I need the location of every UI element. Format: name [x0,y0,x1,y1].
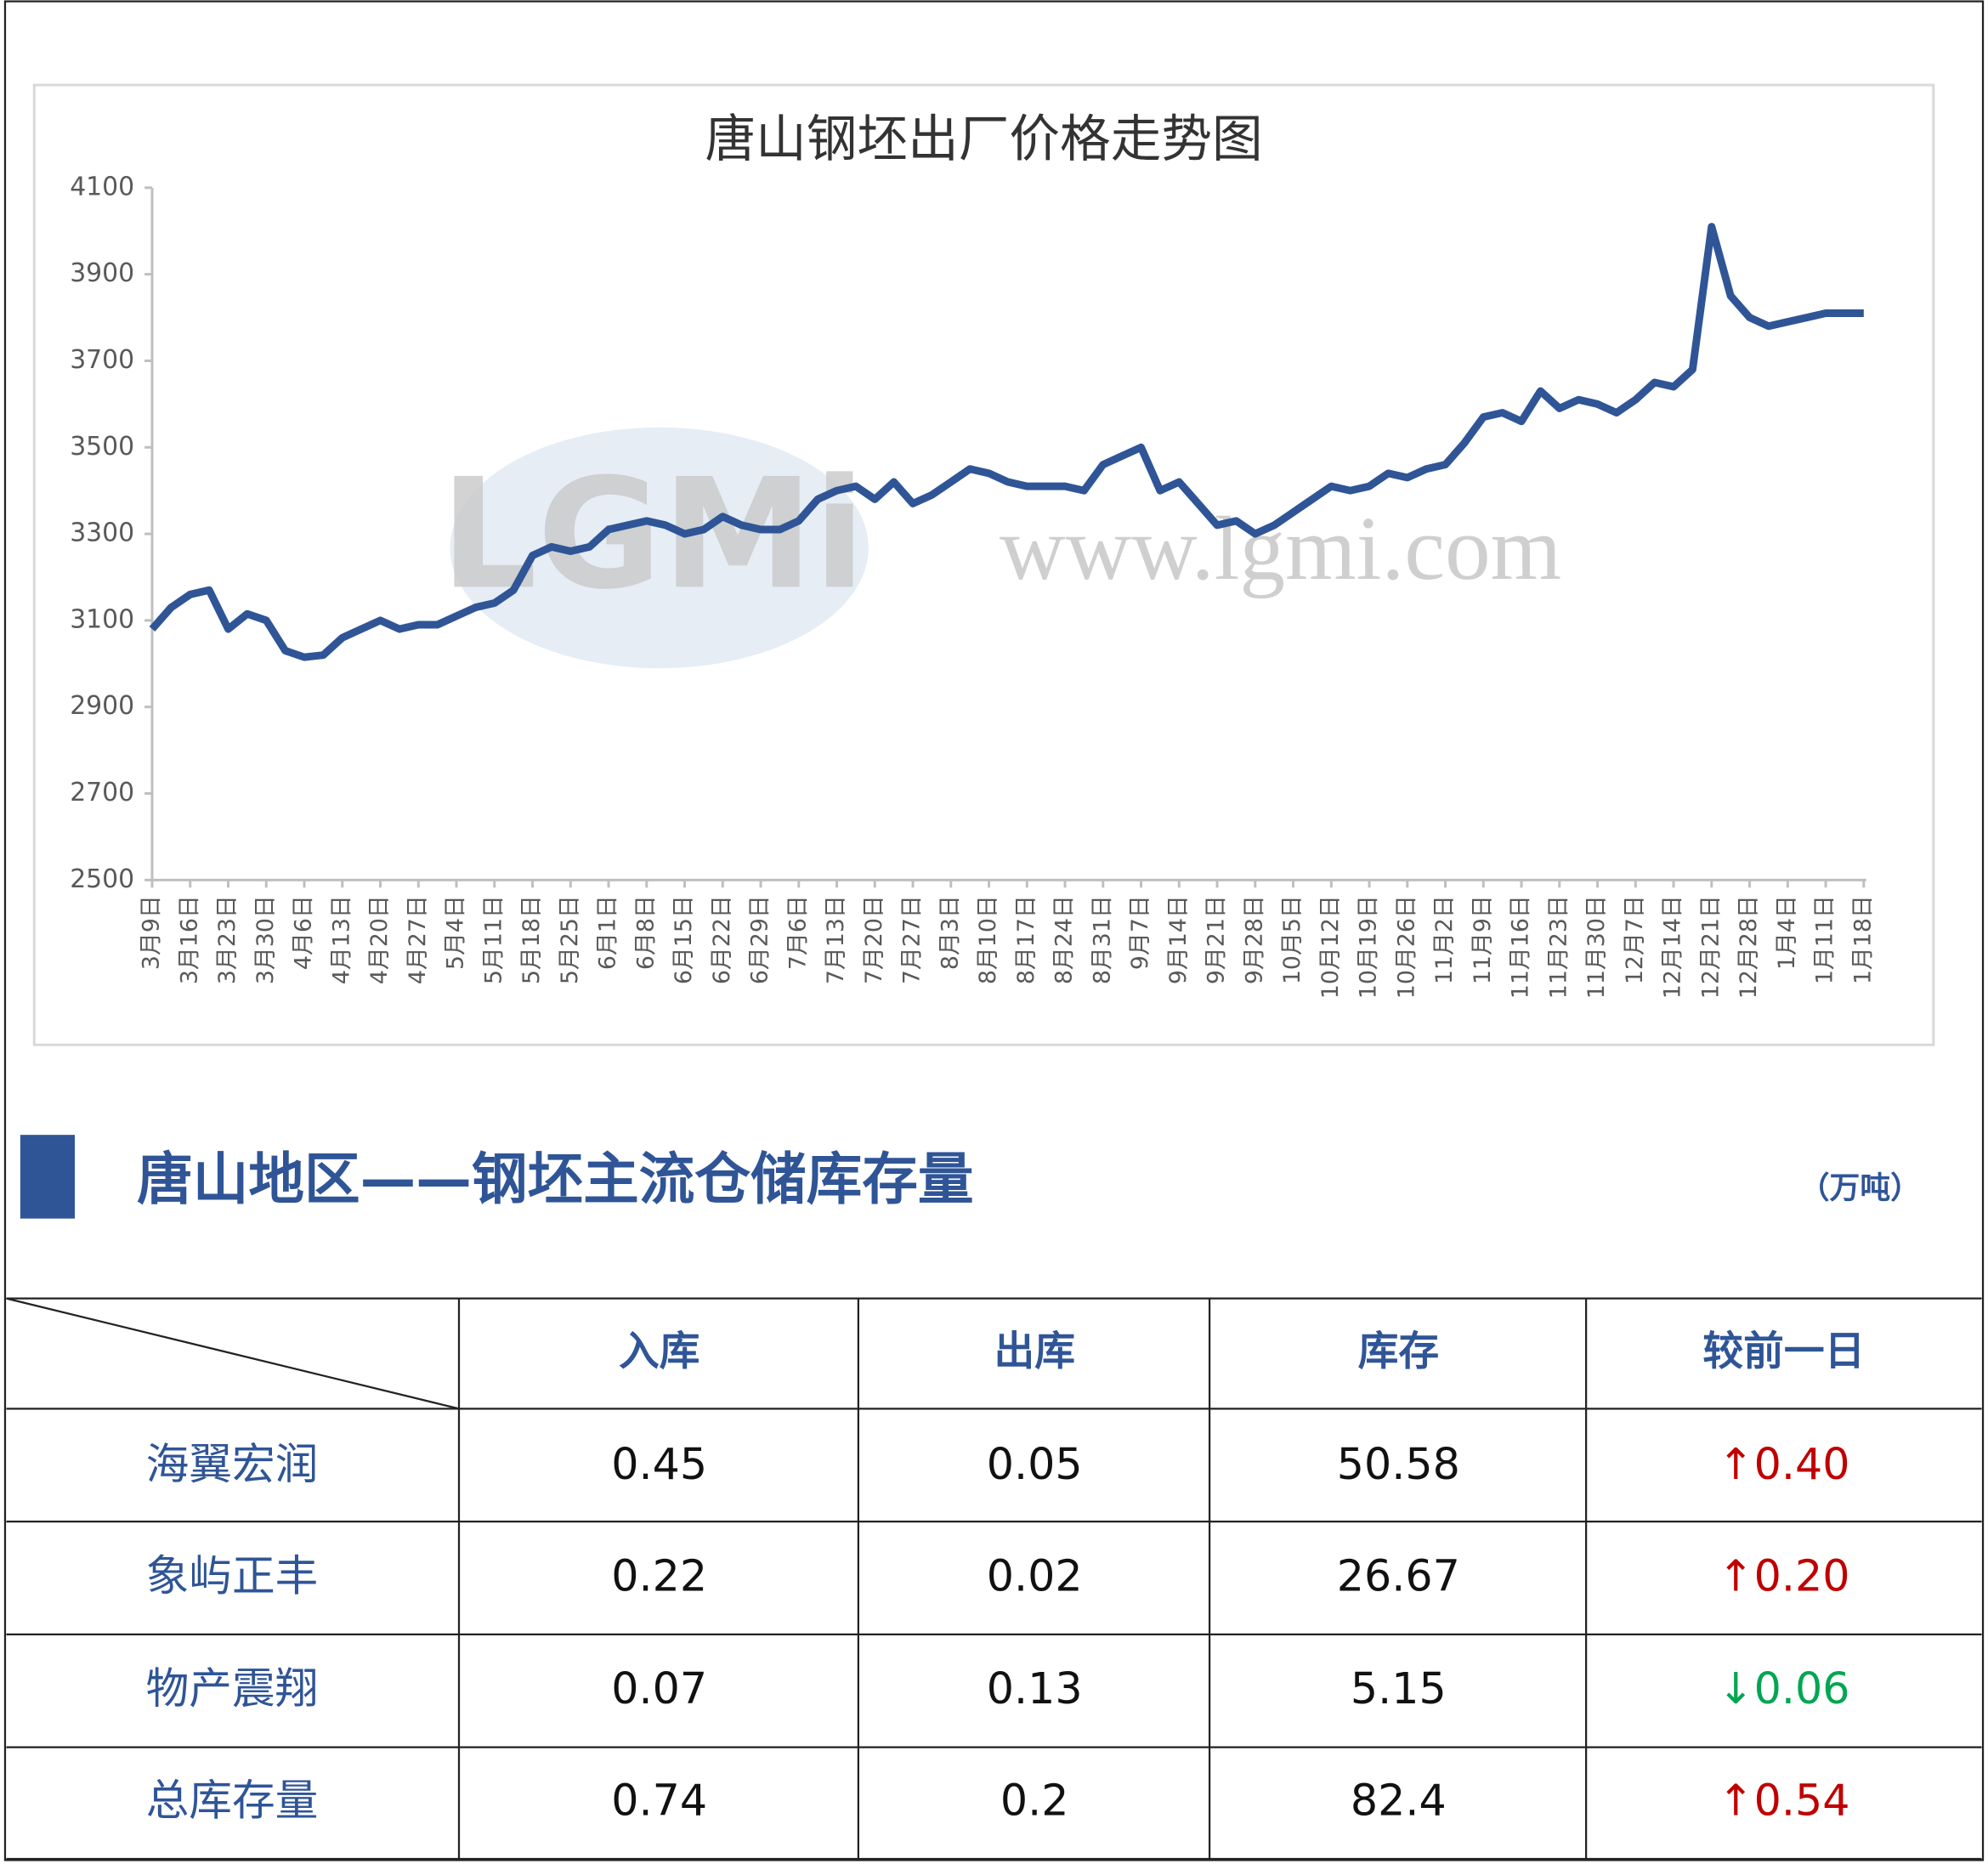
x-tick-label: 11月16日 [1508,895,1534,999]
x-tick-label: 4月6日 [291,895,317,970]
x-tick-label: 11月2日 [1431,895,1458,984]
x-tick-label: 8月10日 [975,895,1001,984]
x-tick-label: 5月18日 [518,895,545,984]
x-tick-label: 5月4日 [443,895,469,970]
x-tick-label: 9月14日 [1165,895,1192,984]
x-tick-label: 7月6日 [784,895,811,970]
x-tick-label: 7月27日 [899,895,926,984]
table-header: 库存 [1358,1329,1439,1375]
x-tick-label: 1月11日 [1812,895,1838,984]
x-tick-label: 4月13日 [328,895,354,984]
x-tick-label: 3月30日 [252,895,279,984]
table-cell: 0.02 [987,1550,1083,1601]
x-tick-label: 1月4日 [1774,895,1800,970]
table-cell: 50.58 [1337,1439,1460,1489]
x-tick-label: 12月14日 [1660,895,1686,999]
y-tick-label: 3900 [70,258,134,288]
x-tick-label: 7月13日 [823,895,849,984]
x-tick-label: 3月9日 [139,895,165,970]
x-tick-label: 9月28日 [1241,895,1267,984]
table-cell: 82.4 [1351,1775,1447,1825]
x-tick-label: 5月25日 [557,895,583,984]
chart-title: 唐山钢坯出厂价格走势图 [705,110,1262,169]
table-cell: 0.07 [611,1663,707,1714]
x-tick-label: 1月18日 [1849,895,1876,984]
table-cell: 0.05 [987,1439,1083,1489]
x-tick-label: 12月21日 [1697,895,1724,999]
section-title: 唐山地区——钢坯主流仓储库存量 [137,1147,973,1212]
x-tick-label: 10月5日 [1279,895,1306,984]
x-tick-label: 3月23日 [214,895,241,984]
row-label: 象屿正丰 [146,1550,319,1601]
price-line [149,223,1864,661]
y-tick-label: 4100 [70,172,134,201]
section-marker [20,1135,76,1219]
x-tick-label: 8月24日 [1051,895,1078,984]
row-label: 总库存量 [146,1775,319,1825]
chart-frame [32,83,1935,1046]
row-label: 海翼宏润 [146,1439,319,1489]
x-tick-label: 6月22日 [709,895,735,984]
x-tick-label: 10月19日 [1356,895,1382,999]
table-cell: 0.22 [611,1550,707,1601]
y-tick-label: 2700 [70,778,134,807]
y-tick-label: 3100 [70,604,134,634]
x-tick-label: 12月28日 [1736,895,1762,999]
table-cell: 0.45 [611,1439,707,1489]
table-cell: 0.74 [611,1775,707,1825]
table-cell: ↓0.06 [1718,1663,1849,1714]
x-tick-label: 3月16日 [176,895,202,984]
unit-label: （万吨） [1799,1170,1921,1205]
x-tick-label: 6月1日 [595,895,621,970]
x-tick-label: 9月21日 [1204,895,1230,984]
x-tick-label: 6月8日 [632,895,659,970]
y-tick-label: 2500 [70,864,134,894]
row-label: 物产震翔 [146,1663,319,1714]
x-tick-label: 12月7日 [1622,895,1648,984]
table-header: 出库 [994,1329,1075,1375]
x-tick-label: 8月17日 [1013,895,1039,984]
x-tick-label: 11月30日 [1583,895,1610,999]
table-header: 入库 [619,1329,699,1375]
x-tick-label: 4月27日 [405,895,431,984]
x-tick-label: 6月15日 [671,895,697,984]
x-tick-label: 9月7日 [1127,895,1153,970]
table-cell: 0.13 [987,1663,1083,1714]
table-cell: 0.2 [1000,1775,1069,1825]
watermark-logo-bg [450,427,869,669]
table-cell: ↑0.54 [1718,1775,1849,1825]
table-cell: 26.67 [1337,1550,1460,1601]
x-tick-label: 10月12日 [1317,895,1344,999]
table-cell: ↑0.40 [1718,1439,1849,1489]
y-tick-label: 3700 [70,345,134,375]
table-cell: 5.15 [1351,1663,1447,1714]
y-tick-label: 3500 [70,432,134,462]
x-tick-label: 10月26日 [1393,895,1419,999]
y-tick-label: 2900 [70,691,134,721]
x-tick-label: 6月29日 [747,895,773,984]
table-header: 较前一日 [1702,1329,1865,1375]
watermark: www.lgmi.com [1000,498,1561,599]
table-cell: ↑0.20 [1718,1550,1849,1601]
x-tick-label: 11月9日 [1470,895,1496,984]
y-tick-label: 3300 [70,518,134,548]
x-tick-label: 5月11日 [480,895,507,984]
x-tick-label: 8月31日 [1089,895,1115,984]
x-tick-label: 7月20日 [861,895,887,984]
table-grid [6,1297,1982,1861]
x-tick-label: 8月3日 [937,895,963,970]
x-tick-label: 4月20日 [366,895,393,984]
x-tick-label: 11月23日 [1545,895,1572,999]
